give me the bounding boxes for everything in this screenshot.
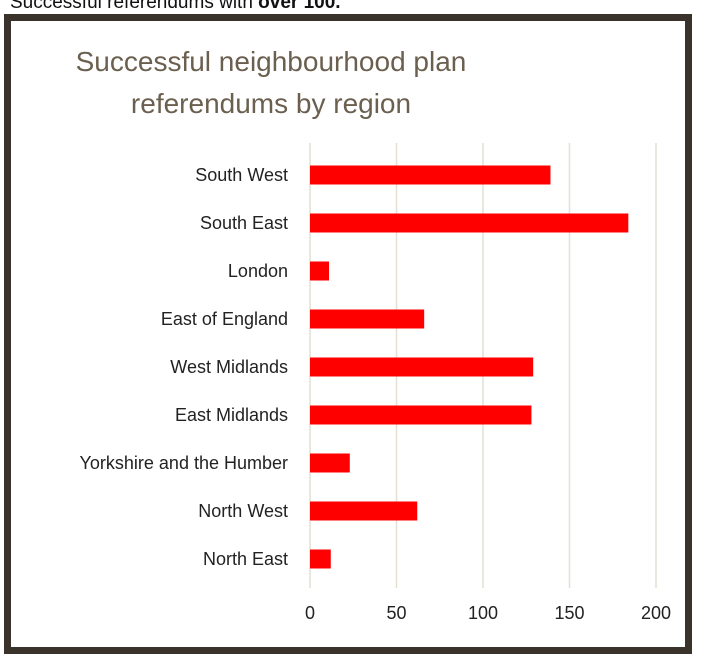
x-tick-label-1: 50 (386, 603, 406, 623)
category-label-1: South East (200, 213, 288, 233)
bar-6 (310, 453, 350, 473)
bar-3 (310, 309, 425, 329)
category-label-8: North East (203, 549, 288, 569)
x-tick-label-0: 0 (305, 603, 315, 623)
category-label-7: North West (198, 501, 288, 521)
intro-text-lead: Successful referendums with (10, 0, 259, 13)
x-tick-label-3: 150 (554, 603, 584, 623)
chart-title: Successful neighbourhood plan referendum… (11, 41, 531, 125)
category-label-5: East Midlands (175, 405, 288, 425)
chart-title-line-2: referendums by region (130, 88, 412, 119)
category-label-6: Yorkshire and the Humber (80, 453, 288, 473)
bar-1 (310, 213, 629, 233)
intro-text-bold: over 100. (258, 0, 341, 13)
x-tick-label-4: 200 (641, 603, 671, 623)
bar-8 (310, 549, 331, 569)
category-label-3: East of England (161, 309, 288, 329)
x-tick-label-2: 100 (468, 603, 498, 623)
bar-chart: South West South East London East of Englan… (80, 143, 671, 623)
bar-4 (310, 357, 534, 377)
category-label-0: South West (195, 165, 288, 185)
bar-7 (310, 501, 418, 521)
category-labels: South West South East London East of Englan… (80, 165, 288, 569)
category-label-2: London (228, 261, 288, 281)
bars (310, 165, 629, 569)
bar-5 (310, 405, 532, 425)
bar-0 (310, 165, 551, 185)
category-label-4: West Midlands (170, 357, 288, 377)
x-tick-labels: 0 50 100 150 200 (305, 603, 671, 623)
chart-title-line-1: Successful neighbourhood plan (75, 46, 467, 77)
chart-container: Successful neighbourhood plan referendum… (4, 14, 692, 654)
intro-text: Successful referendums with over 100. (10, 0, 341, 14)
bar-2 (310, 261, 330, 281)
